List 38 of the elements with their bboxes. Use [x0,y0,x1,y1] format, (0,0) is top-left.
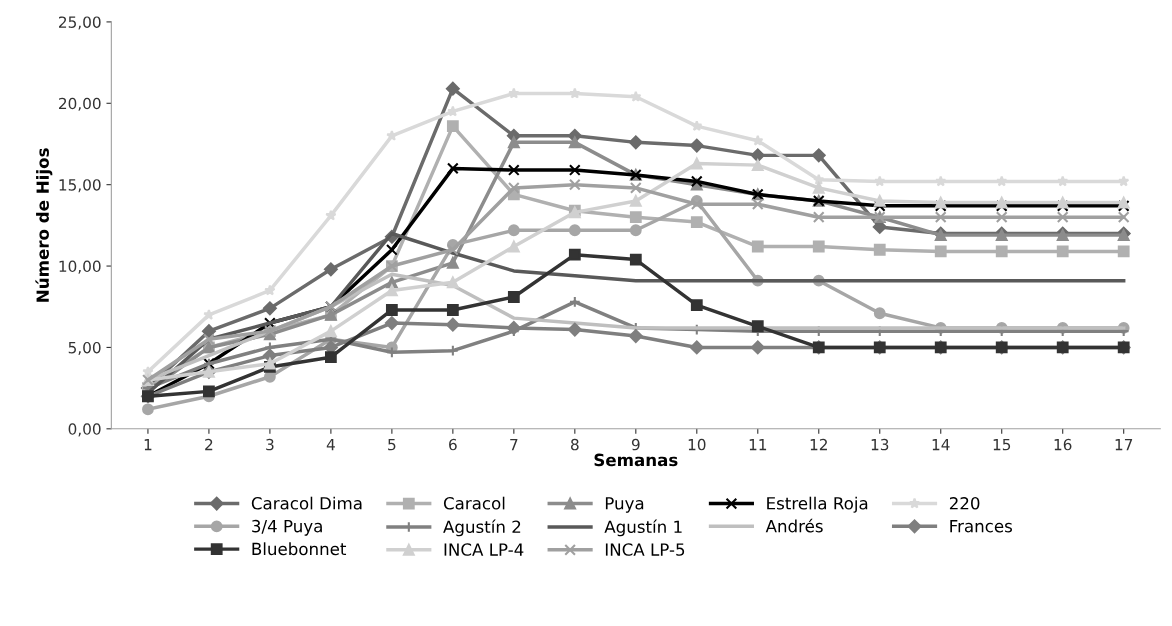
legend-label: INCA LP-4 [444,543,524,556]
legend-label: Caracol [443,496,505,510]
legend-label: Agustín 2 [443,519,521,537]
x-tick-label: 13 [871,438,889,451]
x-axis-title: Semanas [594,453,678,467]
legend-label: Frances [950,520,1012,533]
y-tick-label: 15,00 [59,179,101,193]
y-tick-label: 5,00 [68,341,101,356]
x-tick-label: 4 [326,439,335,451]
legend-label: INCA LP-5 [605,543,685,556]
x-tick-label: 2 [205,438,213,451]
x-tick-label: 14 [932,439,950,451]
y-tick-label: 20,00 [59,97,101,111]
x-tick-label: 17 [1115,439,1133,451]
x-tick-label: 9 [631,438,640,451]
y-tick-label: 10,00 [59,260,101,274]
legend-label: 3/4 Puya [252,519,322,536]
legend-label: Puya [605,497,644,513]
x-tick-label: 7 [510,439,518,451]
legend-label: Caracol Dima [251,496,362,510]
x-tick-label: 15 [993,439,1011,451]
x-tick-label: 10 [688,438,706,451]
x-tick-label: 6 [449,438,457,451]
y-tick-label: 0,00 [68,423,101,437]
x-tick-label: 12 [810,438,827,451]
x-tick-label: 11 [749,439,767,451]
legend-label: Agustín 1 [604,519,682,537]
x-tick-label: 16 [1054,438,1072,451]
legend-label: 220 [949,497,980,510]
y-tick-label: 25,00 [59,16,101,30]
x-tick-label: 8 [571,438,579,451]
x-tick-label: 3 [266,438,274,451]
legend-label: Estrella Roja [767,496,868,513]
legend-label: Andrés [765,518,823,533]
legend-label: Bluebonnet [252,542,347,556]
x-tick-label: 1 [144,439,152,451]
y-axis-title: Número de Hijos [35,148,53,302]
x-tick-label: 5 [388,439,396,451]
